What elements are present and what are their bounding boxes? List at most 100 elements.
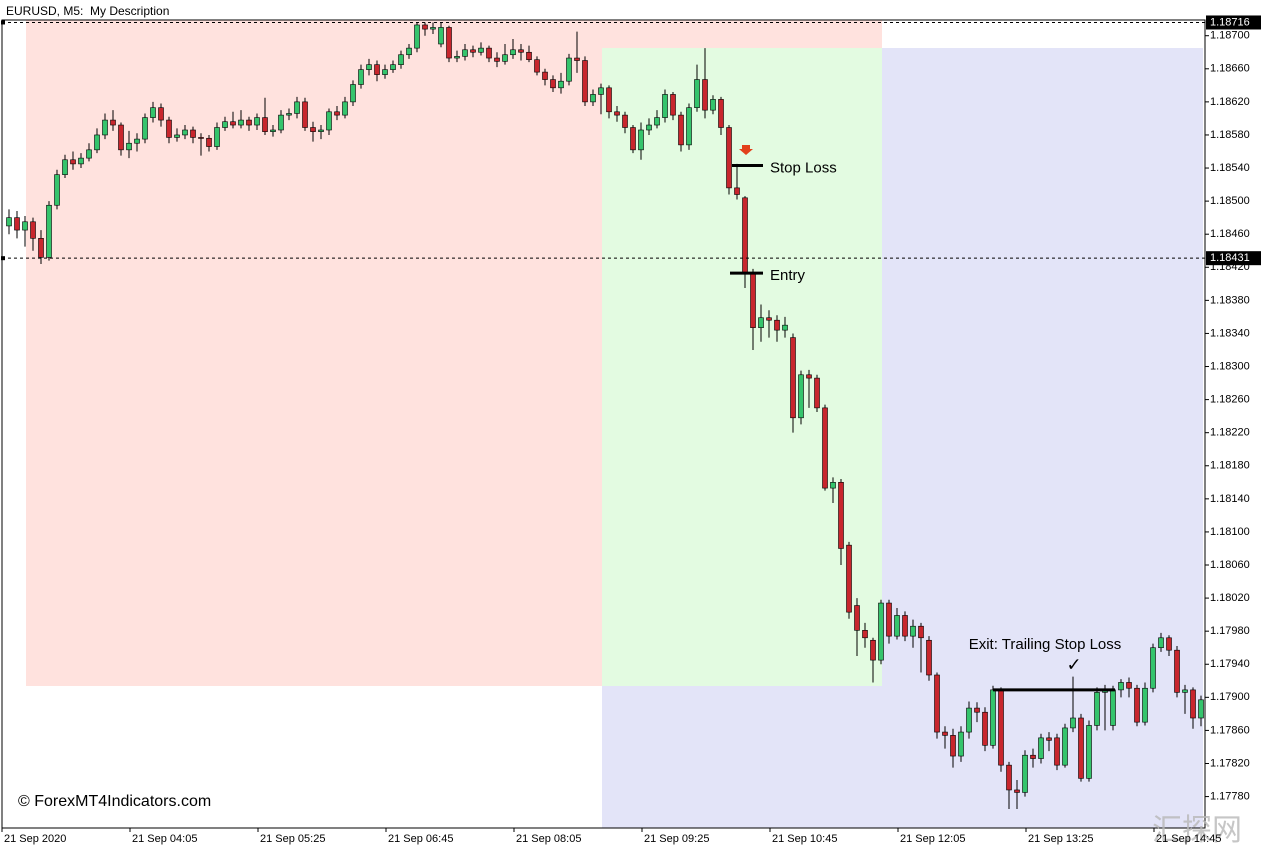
candle-body xyxy=(958,731,964,757)
y-tick-label: 1.17980 xyxy=(1210,625,1250,637)
candle-body xyxy=(1118,682,1124,691)
x-tick-label: 21 Sep 06:45 xyxy=(388,833,453,845)
candle-body xyxy=(54,174,60,206)
candle-body xyxy=(310,127,316,132)
candle-body xyxy=(598,87,604,95)
annotation-check: ✓ xyxy=(1066,655,1081,675)
candle-body xyxy=(558,80,564,89)
candle-body xyxy=(774,319,780,331)
candle-body xyxy=(222,121,228,128)
candle-body xyxy=(614,111,620,116)
candle-body xyxy=(878,602,884,661)
candle-body xyxy=(182,129,188,136)
candle-body xyxy=(982,711,988,746)
candle-body xyxy=(518,49,524,53)
candle-body xyxy=(390,64,396,70)
y-tick-label: 1.18500 xyxy=(1210,195,1250,207)
candle-body xyxy=(430,27,436,30)
candle-body xyxy=(454,56,460,59)
candle-body xyxy=(846,544,852,613)
title-box xyxy=(2,3,172,19)
candle-body xyxy=(918,625,924,639)
y-tick-label: 1.17860 xyxy=(1210,724,1250,736)
candle-body xyxy=(942,731,948,736)
y-tick-label: 1.18020 xyxy=(1210,592,1250,604)
y-tick-label: 1.18700 xyxy=(1210,30,1250,42)
candle-body xyxy=(574,57,580,61)
candle-body xyxy=(1166,637,1172,651)
candle-body xyxy=(1126,682,1132,689)
candle-body xyxy=(382,69,388,75)
candle-body xyxy=(1070,717,1076,729)
candle-body xyxy=(678,114,684,146)
candle-body xyxy=(478,47,484,53)
price-label-box xyxy=(1206,251,1261,266)
candle-body xyxy=(254,117,260,126)
candle-body xyxy=(270,129,276,132)
candle-body xyxy=(342,101,348,116)
candle-body xyxy=(510,49,516,56)
y-tick-label: 1.18380 xyxy=(1210,294,1250,306)
candle-body xyxy=(78,157,84,165)
y-tick-label: 1.18220 xyxy=(1210,427,1250,439)
candle-body xyxy=(142,117,148,140)
candle-body xyxy=(486,47,492,59)
candle-body xyxy=(446,27,452,59)
candle-body xyxy=(1054,737,1060,766)
candle-body xyxy=(630,127,636,151)
candle-body xyxy=(62,159,68,175)
candle-body xyxy=(910,625,916,637)
candle-body xyxy=(46,204,52,258)
candle-body xyxy=(806,374,812,379)
candle-body xyxy=(550,79,556,89)
candle-body xyxy=(1158,637,1164,649)
candle-body xyxy=(926,639,932,676)
y-tick-label: 1.17940 xyxy=(1210,658,1250,670)
candle-body xyxy=(302,101,308,128)
candle-body xyxy=(902,615,908,637)
candle-body xyxy=(1038,737,1044,759)
candle-body xyxy=(758,317,764,328)
candle-body xyxy=(934,674,940,733)
plot-frame xyxy=(1,19,1206,829)
candle-body xyxy=(1134,687,1140,723)
y-tick-label: 1.18460 xyxy=(1210,228,1250,240)
candle-body xyxy=(566,57,572,82)
y-tick-label: 1.18340 xyxy=(1210,327,1250,339)
candle-body xyxy=(294,101,300,114)
candle-body xyxy=(862,630,868,639)
candle-body xyxy=(30,221,36,239)
y-tick-label: 1.18620 xyxy=(1210,96,1250,108)
candle-body xyxy=(670,94,676,116)
candle-body xyxy=(166,119,172,138)
candle-body xyxy=(622,114,628,128)
candle-body xyxy=(206,137,212,147)
y-tick-label: 1.18580 xyxy=(1210,129,1250,141)
candle-body xyxy=(798,374,804,419)
candle-body xyxy=(582,60,588,103)
x-tick-label: 21 Sep 09:25 xyxy=(644,833,709,845)
candle-body xyxy=(230,121,236,126)
candle-body xyxy=(1030,754,1036,759)
candle-body xyxy=(374,64,380,75)
price-label: 1.18431 xyxy=(1210,252,1250,264)
price-label-box xyxy=(1206,15,1261,30)
candle-body xyxy=(214,127,220,147)
candle-body xyxy=(638,129,644,151)
watermark: © ForexMT4Indicators.com xyxy=(18,793,211,810)
candle-body xyxy=(94,134,100,151)
x-tick-label: 21 Sep 04:05 xyxy=(132,833,197,845)
candle-body xyxy=(542,71,548,80)
plot-layer xyxy=(6,22,1204,809)
candle-body xyxy=(1150,647,1156,689)
candle-body xyxy=(998,689,1004,766)
candle-body xyxy=(734,187,740,195)
candle-body xyxy=(1174,649,1180,693)
candle-body xyxy=(398,54,404,65)
candle-body xyxy=(534,59,540,73)
candle-body xyxy=(870,639,876,661)
annotation-label: Entry xyxy=(770,267,806,284)
candle-body xyxy=(702,79,708,111)
candle-body xyxy=(1190,689,1196,719)
